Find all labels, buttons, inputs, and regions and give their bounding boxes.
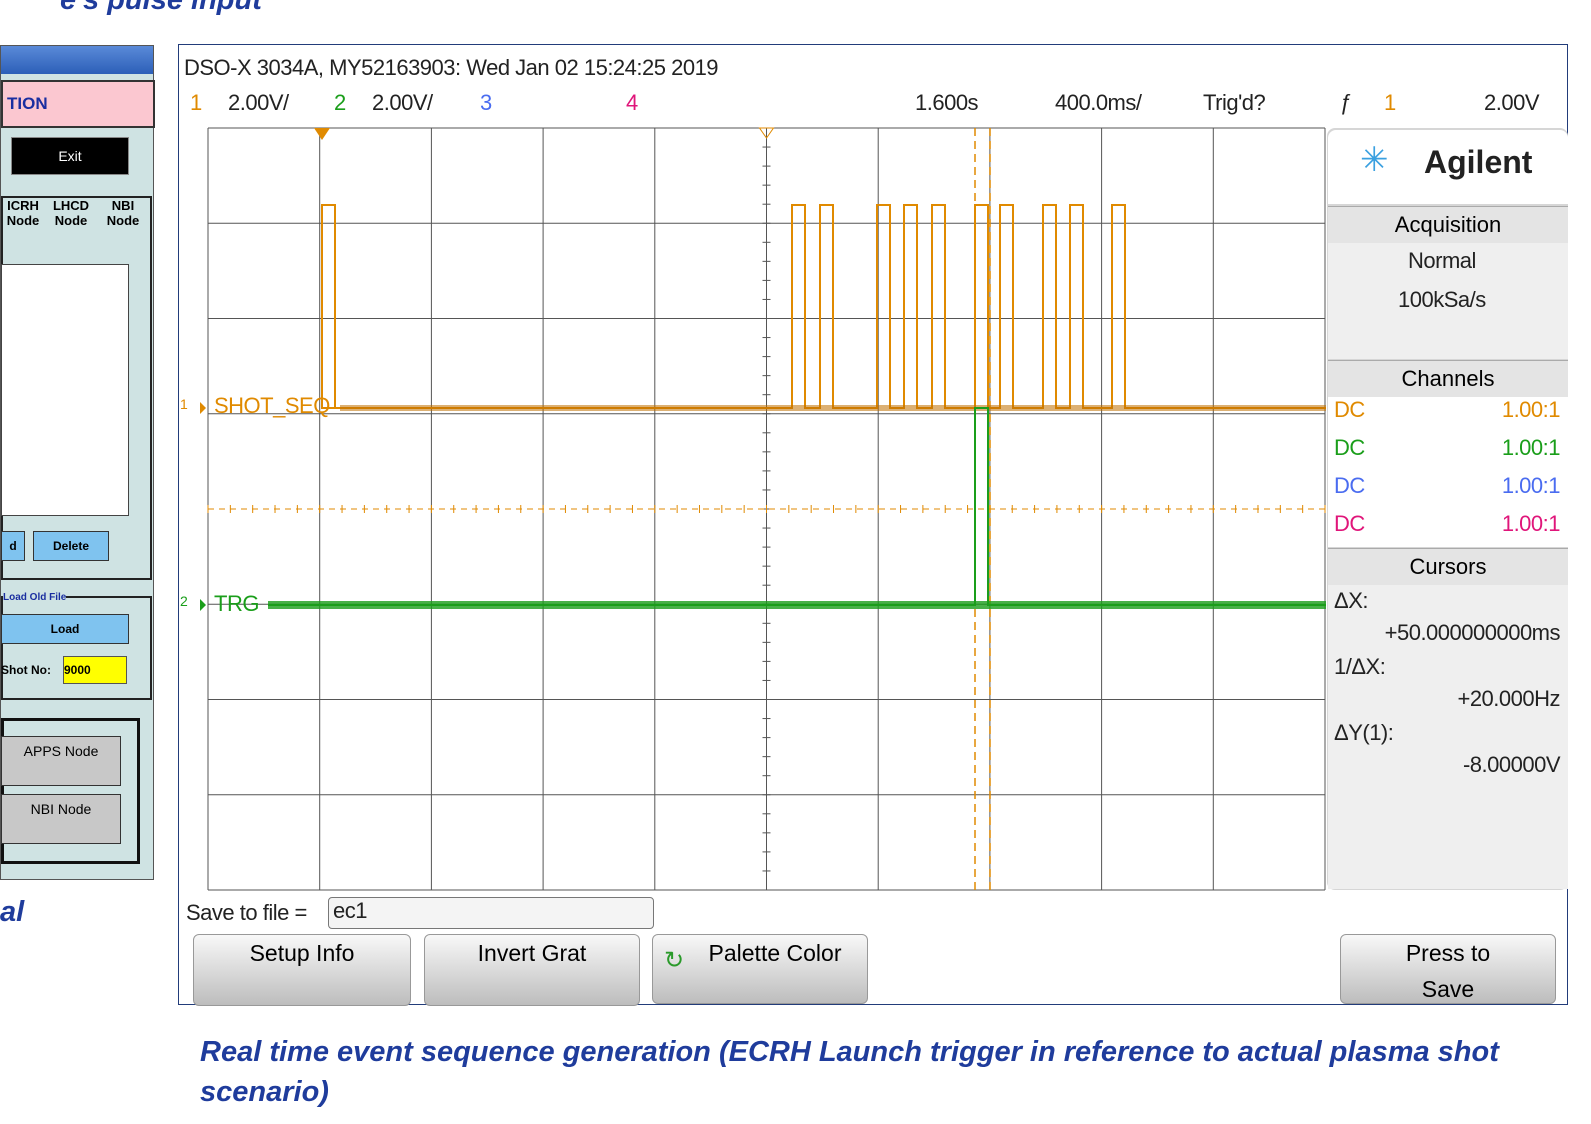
time-delay: 1.600s: [915, 90, 978, 116]
softkey[interactable]: Press to Save: [1340, 934, 1556, 1004]
trigger-channel: 1: [1384, 90, 1396, 116]
title-bar: [1, 46, 153, 74]
cursor-value: -8.00000V: [1330, 752, 1560, 778]
trg-trace: [268, 408, 1326, 605]
left-caption: al: [0, 896, 24, 929]
waveform-area: [180, 126, 1326, 892]
brand: Agilent: [1424, 144, 1532, 181]
trace-band: [268, 601, 1326, 609]
probe: 1.00:1: [1440, 511, 1560, 537]
trace-arrow: [200, 402, 206, 414]
tab[interactable]: NBI Node: [101, 198, 145, 228]
group-label: Load Old File: [3, 592, 66, 603]
section-title: Cursors: [1328, 548, 1568, 585]
cursor-label: 1/ΔX:: [1334, 654, 1385, 680]
exit-button[interactable]: Exit: [11, 137, 129, 175]
shot-input[interactable]: 9000: [63, 656, 127, 684]
coupling: DC: [1334, 397, 1365, 423]
acq-mode: Normal: [1408, 248, 1476, 274]
cursor-value: +50.000000000ms: [1330, 620, 1560, 646]
top-caption: e's pulse input: [60, 0, 262, 17]
coupling: DC: [1334, 511, 1365, 537]
probe: 1.00:1: [1440, 473, 1560, 499]
shot-label: Shot No:: [1, 663, 51, 677]
load-button[interactable]: Load: [1, 614, 129, 644]
section-title: Acquisition: [1328, 206, 1568, 243]
panel-header: TION: [1, 80, 155, 128]
trigger-marker: [314, 128, 330, 140]
node-button[interactable]: APPS Node: [1, 736, 121, 786]
channel-num: 4: [626, 90, 638, 116]
trigger-level: 2.00V: [1484, 90, 1539, 116]
trace-num: 1: [180, 396, 187, 412]
acq-rate: 100kSa/s: [1398, 287, 1486, 313]
time-scale: 400.0ms/: [1055, 90, 1142, 116]
trace-arrow: [200, 599, 206, 611]
trigger-status: Trig'd?: [1203, 90, 1265, 116]
cursor-label: ΔX:: [1334, 588, 1368, 614]
shot-seq-trace: [322, 205, 1326, 408]
page: e's pulse input TION Exit ICRH Node LHCD…: [0, 0, 1591, 1124]
trace-label: TRG: [214, 591, 259, 617]
cursor-label: ΔY(1):: [1334, 720, 1393, 746]
load-group: [1, 596, 152, 700]
scope-header: DSO-X 3034A, MY52163903: Wed Jan 02 15:2…: [184, 55, 718, 81]
button[interactable]: d: [1, 531, 25, 561]
caption: Real time event sequence generation (ECR…: [200, 1032, 1560, 1112]
trace-num: 2: [180, 593, 187, 609]
tab[interactable]: ICRH Node: [1, 198, 45, 228]
softkey[interactable]: Setup Info: [193, 934, 411, 1006]
coupling: DC: [1334, 435, 1365, 461]
save-input[interactable]: ec1: [328, 897, 654, 929]
control-window: TION Exit ICRH Node LHCD Node NBI Node d…: [0, 45, 154, 880]
coupling: DC: [1334, 473, 1365, 499]
trace-label: SHOT_SEQ: [214, 393, 330, 419]
node-button[interactable]: NBI Node: [1, 794, 121, 844]
channel-scale: 2.00V/: [228, 90, 289, 116]
channel-scale: 2.00V/: [372, 90, 433, 116]
trace-band: [340, 405, 1326, 411]
probe: 1.00:1: [1440, 397, 1560, 423]
tab[interactable]: LHCD Node: [49, 198, 93, 228]
list-box[interactable]: [1, 264, 129, 516]
cursor-value: +20.000Hz: [1330, 686, 1560, 712]
channel-num: 1: [190, 90, 202, 116]
channel-num: 2: [334, 90, 346, 116]
save-label: Save to file =: [186, 900, 307, 926]
softkey[interactable]: Palette Color: [652, 934, 868, 1004]
button[interactable]: Delete: [33, 531, 109, 561]
channel-num: 3: [480, 90, 492, 116]
softkey[interactable]: Invert Grat: [424, 934, 640, 1006]
probe: 1.00:1: [1440, 435, 1560, 461]
section-title: Channels: [1328, 360, 1568, 397]
